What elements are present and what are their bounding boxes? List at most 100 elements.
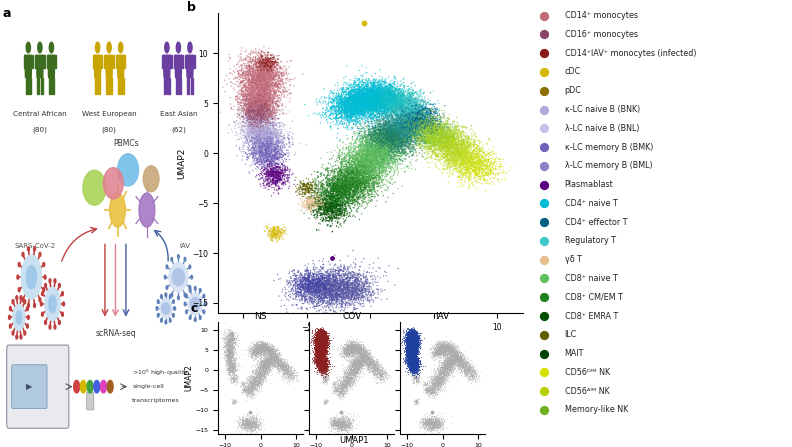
Point: [459, 159, 472, 166]
Point: [349, 277, 362, 284]
Point: [256, 364, 268, 371]
Point: [352, 178, 365, 186]
Point: [461, 140, 474, 147]
Point: [318, 338, 331, 346]
Point: [364, 361, 377, 368]
Point: [317, 363, 329, 370]
Point: [337, 187, 350, 194]
Point: [394, 90, 406, 97]
Point: [364, 104, 377, 111]
Point: [312, 347, 325, 354]
Point: [313, 336, 326, 343]
Point: [254, 56, 267, 63]
Point: [463, 371, 476, 378]
Point: [279, 368, 291, 375]
Point: [333, 186, 346, 194]
Point: [317, 358, 329, 366]
Point: [314, 330, 326, 337]
Point: [327, 170, 340, 177]
Point: [311, 337, 324, 344]
Point: [441, 370, 454, 377]
Point: [311, 337, 324, 344]
Point: [262, 80, 275, 87]
Point: [303, 284, 316, 291]
Point: [317, 333, 329, 341]
Point: [379, 92, 391, 99]
Point: [410, 120, 423, 127]
Point: [347, 197, 360, 204]
Point: [259, 170, 272, 177]
Point: [407, 331, 420, 338]
Point: [338, 111, 351, 118]
Point: [317, 350, 329, 358]
Point: [245, 344, 257, 351]
Point: [303, 274, 315, 281]
Point: [357, 165, 370, 173]
Point: [316, 334, 329, 341]
Point: [322, 348, 334, 355]
Point: [356, 103, 369, 110]
Point: [447, 136, 460, 143]
Point: [437, 133, 450, 140]
Point: [392, 129, 405, 136]
Point: [409, 368, 421, 375]
Point: [316, 360, 329, 367]
Point: [404, 350, 417, 357]
Point: [314, 353, 327, 360]
Point: [338, 212, 351, 219]
Point: [247, 338, 260, 345]
Point: [361, 357, 374, 364]
Point: [321, 302, 333, 309]
Point: [316, 346, 329, 354]
Point: [399, 346, 412, 353]
Point: [356, 181, 368, 189]
Point: [235, 67, 248, 74]
Point: [446, 349, 459, 356]
Point: [326, 193, 339, 200]
Point: [348, 340, 361, 347]
Point: [248, 128, 261, 135]
Point: [398, 95, 411, 102]
Point: [320, 283, 333, 290]
Point: [411, 125, 424, 132]
Point: [319, 359, 332, 366]
Point: [409, 328, 421, 335]
Point: [314, 277, 326, 284]
Point: [417, 118, 430, 126]
Point: [314, 334, 326, 341]
Point: [463, 359, 476, 367]
Point: [238, 419, 251, 426]
Point: [237, 118, 249, 126]
Point: [407, 346, 420, 353]
Point: [313, 339, 326, 346]
Point: [401, 108, 413, 115]
Point: [320, 197, 333, 204]
Point: [341, 346, 353, 354]
Point: [332, 197, 345, 204]
Point: [267, 352, 280, 359]
Point: [407, 98, 420, 105]
Point: [348, 377, 360, 384]
Point: [431, 342, 444, 349]
Point: [346, 360, 359, 367]
Point: [367, 127, 380, 134]
Point: [447, 346, 459, 353]
Point: [394, 135, 406, 142]
Point: [246, 118, 259, 125]
Point: [334, 293, 347, 300]
Point: [242, 126, 254, 133]
Point: [445, 128, 458, 135]
Point: [337, 181, 350, 188]
Point: [335, 388, 348, 395]
Point: [310, 332, 322, 339]
Point: [352, 363, 365, 370]
Point: [386, 100, 399, 107]
Point: [408, 354, 421, 361]
Point: [401, 340, 413, 347]
Point: [417, 90, 429, 97]
Point: [314, 335, 327, 342]
Point: [467, 167, 480, 174]
Point: [310, 333, 323, 341]
Point: [313, 345, 326, 352]
Point: [402, 341, 415, 348]
